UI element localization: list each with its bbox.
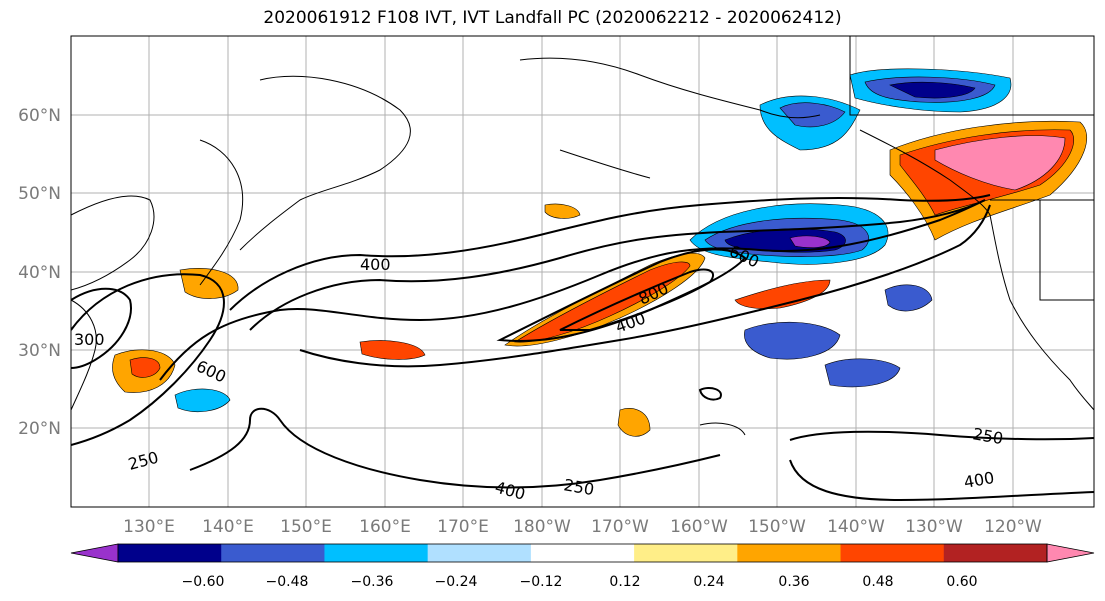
lat-label: 20°N [18,419,61,439]
colorbar-cell [118,544,222,562]
colorbar-cell [324,544,429,562]
colorbar-extension-low [70,543,119,563]
lon-label: 130°W [905,517,963,537]
colorbar-extension-high [1046,543,1095,563]
colorbar-cells [70,543,1095,563]
colorbar-tick: −0.48 [266,574,309,590]
colorbar-cell [737,544,842,562]
colorbar-tick: −0.36 [351,574,394,590]
ivt-contours [71,194,1094,502]
colorbar-tick: 0.60 [946,574,977,590]
lon-label: 140°E [202,517,254,537]
lon-label: 130°E [123,517,175,537]
coastlines [71,36,1094,436]
colorbar-tick: 0.48 [862,574,893,590]
latitude-labels: 60°N 50°N 40°N 30°N 20°N [18,106,61,439]
lon-label: 160°E [359,517,411,537]
colorbar-cell [634,544,738,562]
colorbar-cell [943,544,1048,562]
colorbar-tick: 0.12 [609,574,640,590]
lon-label: 170°W [591,517,649,537]
lon-label: 170°E [437,517,489,537]
lon-label: 150°E [280,517,332,537]
lon-label: 120°W [984,517,1042,537]
colorbar: −0.60 −0.48 −0.36 −0.24 −0.12 0.12 0.24 … [70,543,1095,590]
map-title: 2020061912 F108 IVT, IVT Landfall PC (20… [263,8,842,28]
colorbar-cell [530,544,635,562]
contour-label: 300 [74,330,105,349]
lat-label: 40°N [18,263,61,283]
lon-label: 160°W [670,517,728,537]
lat-label: 30°N [18,341,61,361]
colorbar-border [117,543,1048,563]
lat-label: 60°N [18,106,61,126]
colorbar-cell [427,544,532,562]
colorbar-tick: 0.36 [778,574,809,590]
lon-label: 180°W [513,517,571,537]
lon-label: 150°W [748,517,806,537]
colorbar-tick: −0.12 [520,574,563,590]
colorbar-ticks: −0.60 −0.48 −0.36 −0.24 −0.12 0.12 0.24 … [182,574,978,590]
map-border [70,35,1095,508]
colorbar-tick: −0.24 [435,574,478,590]
lon-label: 140°W [827,517,885,537]
colorbar-cell [221,544,325,562]
longitude-labels: 130°E 140°E 150°E 160°E 170°E 180°W 170°… [123,517,1042,537]
contour-label: 400 [360,255,391,274]
colorbar-cell [840,544,945,562]
colorbar-tick: 0.24 [693,574,724,590]
colorbar-tick: −0.60 [182,574,225,590]
lat-label: 50°N [18,184,61,204]
